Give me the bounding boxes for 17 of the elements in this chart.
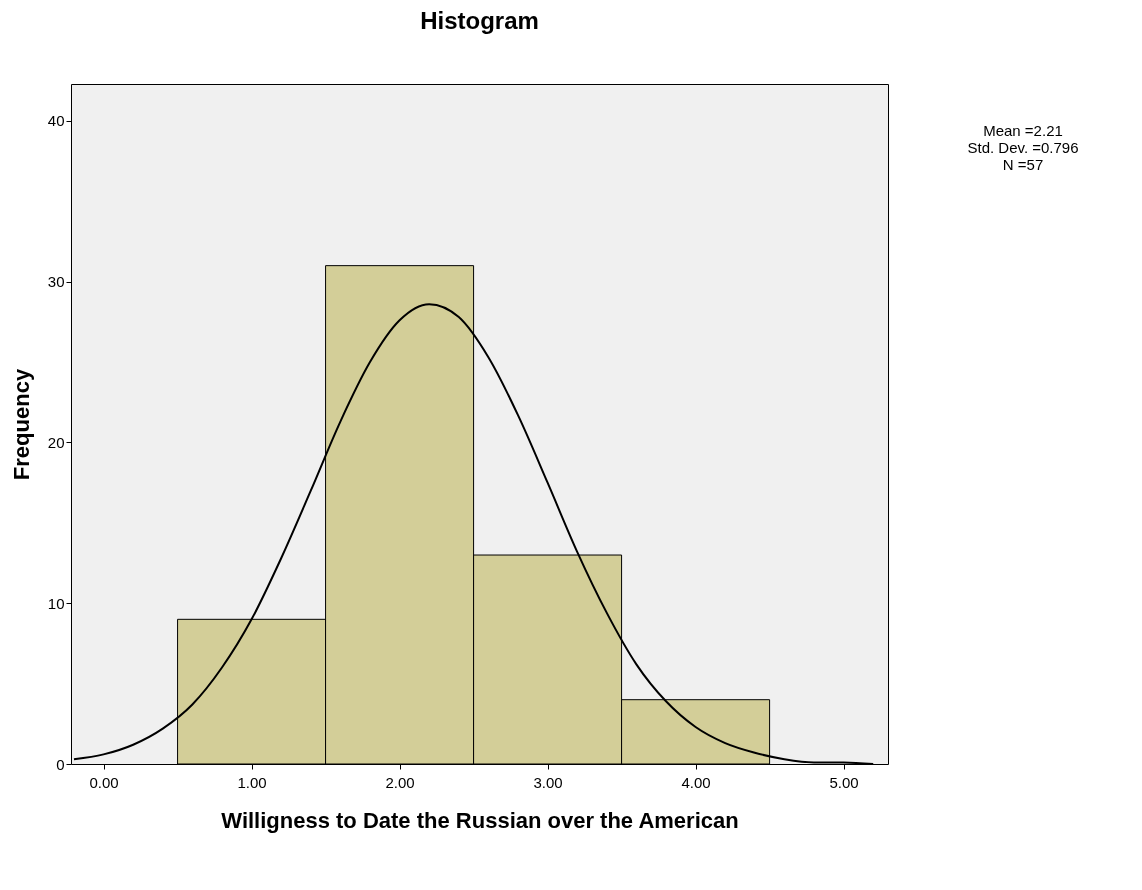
- x-axis-title: Willigness to Date the Russian over the American: [221, 807, 739, 833]
- x-tick-label: 2.00: [385, 773, 415, 791]
- y-tick-label: 30: [47, 273, 65, 291]
- chart-title: Histogram: [420, 7, 539, 34]
- x-tick-label: 1.00: [237, 773, 267, 791]
- x-tick-label: 0.00: [89, 773, 119, 791]
- y-tick-label: 40: [47, 112, 65, 130]
- text: Mean =2.21: [983, 122, 1063, 139]
- x-tick-label: 3.00: [533, 773, 563, 791]
- y-tick-label: 10: [47, 594, 65, 612]
- text: N =57: [1002, 156, 1044, 173]
- y-axis-title: Frequency: [8, 368, 34, 481]
- y-tick-label: 0: [56, 755, 65, 773]
- text: Std. Dev. =0.796: [967, 139, 1079, 156]
- y-tick-label: 20: [47, 433, 65, 451]
- x-tick-label: 5.00: [829, 773, 859, 791]
- x-tick-label: 4.00: [681, 773, 711, 791]
